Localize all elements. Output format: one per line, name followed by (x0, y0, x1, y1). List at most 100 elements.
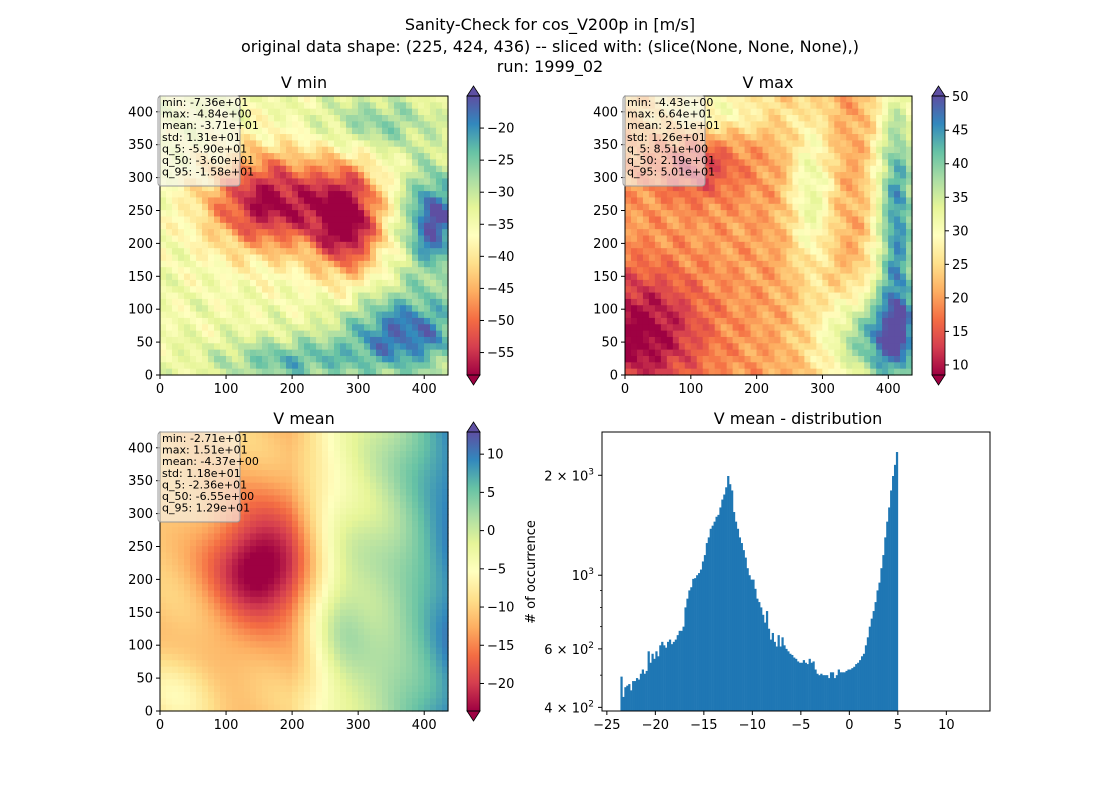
panel-title: V max (743, 73, 794, 92)
heatmap-cell (250, 336, 257, 344)
heatmap-cell (744, 254, 752, 262)
heatmap-cell (804, 260, 811, 268)
heatmap-cell (190, 355, 197, 363)
heatmap-cell (442, 501, 449, 509)
heatmap-cell (822, 165, 829, 173)
heatmap-cell (666, 197, 674, 205)
heatmap-cell (328, 476, 335, 484)
heatmap-cell (756, 311, 764, 319)
heatmap-cell (816, 330, 823, 338)
heatmap-cell (286, 292, 293, 300)
heatmap-cell (906, 241, 913, 249)
heatmap-cell (376, 134, 383, 141)
heatmap-cell (208, 292, 215, 300)
heatmap-cell (178, 203, 185, 211)
heatmap-cell (298, 482, 305, 490)
colorbar-frame (931, 95, 946, 376)
heatmap-cell (178, 305, 185, 313)
heatmap-cell (226, 229, 233, 237)
heatmap-cell (816, 292, 823, 300)
heatmap-cell (732, 96, 740, 103)
heatmap-cell (894, 248, 901, 256)
heatmap-cell (394, 172, 401, 180)
heatmap-cell (406, 444, 413, 452)
heatmap-cell (876, 102, 883, 110)
heatmap-cell (340, 292, 347, 300)
heatmap-cell (214, 248, 221, 256)
heatmap-cell (334, 184, 341, 192)
heatmap-cell (262, 336, 269, 344)
heatmap-cell (352, 210, 359, 218)
heatmap-cell (358, 222, 365, 230)
heatmap-cell (232, 203, 239, 211)
heatmap-cell (822, 146, 829, 154)
heatmap-cell (726, 286, 734, 294)
heatmap-cell (804, 121, 811, 129)
heatmap-cell (268, 191, 275, 199)
heatmap-cell (262, 355, 269, 363)
colorbar-tick-label: 40 (952, 157, 969, 172)
heatmap-cell (672, 229, 680, 237)
heatmap-cell (442, 286, 449, 294)
heatmap-cell (400, 254, 407, 262)
heatmap-cell (238, 108, 245, 116)
heatmap-cell (406, 286, 413, 294)
heatmap-cell (358, 324, 365, 332)
heatmap-cell (418, 292, 425, 300)
heatmap-cell (352, 235, 359, 243)
heatmap-cell (876, 159, 883, 167)
heatmap-cell (346, 343, 353, 351)
heatmap-cell (280, 165, 287, 173)
heatmap-cell (852, 203, 859, 211)
heatmap-cell (436, 108, 443, 116)
heatmap-cell (160, 298, 167, 306)
heatmap-cell (642, 368, 650, 376)
heatmap-cell (636, 210, 644, 218)
heatmap-cell (244, 279, 251, 287)
heatmap-cell (178, 336, 185, 344)
heatmap-cell (328, 102, 335, 110)
heatmap-cell (244, 267, 251, 275)
heatmap-cell (430, 305, 437, 313)
heatmap-cell (888, 210, 895, 218)
heatmap-cell (436, 248, 443, 256)
heatmap-cell (196, 222, 203, 230)
heatmap-cell (370, 273, 377, 281)
heatmap-cell (262, 438, 269, 446)
heatmap-cell (220, 317, 227, 325)
heatmap-cell (232, 210, 239, 218)
heatmap-cell (900, 184, 907, 192)
heatmap-cell (756, 210, 764, 218)
heatmap-cell (418, 451, 425, 458)
x-tick-label: 0 (156, 382, 164, 397)
heatmap-cell (870, 102, 877, 110)
heatmap-cell (430, 153, 437, 161)
heatmap-cell (232, 317, 239, 325)
heatmap-cell (780, 311, 788, 319)
colorbar-tick-label: −45 (487, 282, 514, 297)
heatmap-cell (780, 286, 788, 294)
heatmap-cell (364, 451, 371, 458)
heatmap-cell (756, 330, 764, 338)
heatmap-cell (720, 248, 728, 256)
heatmap-cell (714, 102, 722, 110)
heatmap-cell (672, 349, 680, 357)
heatmap-cell (364, 311, 371, 319)
heatmap-cell (412, 305, 419, 313)
heatmap-cell (642, 241, 650, 249)
heatmap-cell (352, 134, 359, 141)
heatmap-cell (696, 222, 704, 230)
heatmap-cell (376, 324, 383, 332)
heatmap-cell (394, 476, 401, 484)
heatmap-cell (322, 324, 329, 332)
heatmap-cell (268, 102, 275, 110)
heatmap-cell (334, 324, 341, 332)
heatmap-cell (732, 197, 740, 205)
heatmap-cell (310, 451, 317, 458)
heatmap-cell (870, 134, 877, 141)
heatmap-cell (442, 178, 449, 186)
heatmap-cell (268, 305, 275, 313)
heatmap-cell (672, 210, 680, 218)
heatmap-cell (888, 127, 895, 135)
heatmap-cell (352, 495, 359, 503)
